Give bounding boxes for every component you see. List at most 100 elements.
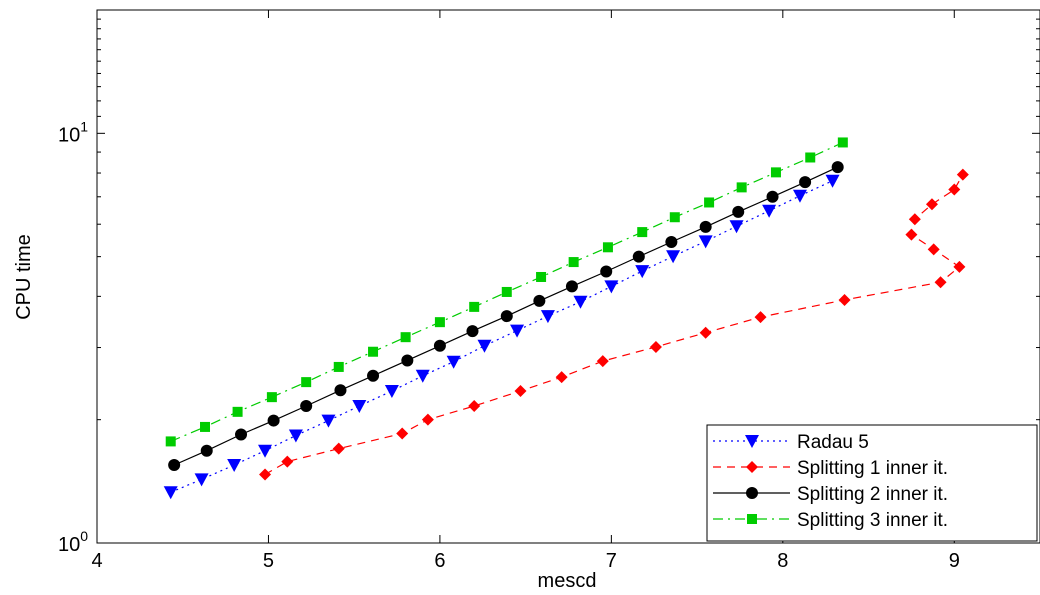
data-point: [729, 220, 744, 234]
data-point: [433, 339, 446, 352]
data-point: [536, 271, 547, 282]
y-axis-title: CPU time: [13, 234, 35, 320]
data-point: [500, 310, 513, 323]
x-tick-label: 6: [434, 550, 445, 572]
legend-entry: Splitting 3 inner it.: [713, 510, 948, 531]
data-point: [401, 354, 414, 367]
data-point: [421, 413, 434, 426]
data-point: [600, 265, 613, 278]
data-point: [596, 355, 609, 368]
data-point: [799, 176, 812, 189]
y-tick-label: 101: [58, 118, 88, 146]
legend-box: [706, 424, 1038, 542]
data-point: [384, 384, 399, 398]
data-point: [736, 182, 747, 193]
data-point: [165, 436, 176, 447]
x-axis-ticks: 4 5 6 7 8 9: [91, 10, 960, 572]
data-point: [665, 235, 678, 248]
data-point: [540, 310, 555, 324]
legend-label: Splitting 3 inner it.: [797, 510, 948, 531]
legend-marker: [747, 514, 757, 524]
data-point: [468, 399, 481, 412]
data-point: [400, 332, 411, 343]
data-point: [266, 392, 277, 403]
series-line: [170, 180, 833, 493]
data-point: [163, 486, 178, 500]
data-point: [837, 137, 848, 148]
x-tick-label: 7: [606, 550, 617, 572]
legend-label: Radau 5: [797, 432, 869, 453]
y-tick-exponent: 1: [80, 118, 88, 134]
x-tick-label: 8: [777, 550, 788, 572]
legend-entries: Radau 5 Splitting 1 inner it. Splitting 2 …: [713, 432, 948, 531]
data-point: [831, 161, 844, 174]
data-point: [934, 276, 947, 289]
data-point: [368, 346, 379, 357]
data-point: [200, 444, 213, 457]
data-point: [555, 371, 568, 384]
data-point: [288, 429, 303, 443]
data-point: [301, 377, 312, 388]
data-point: [510, 324, 525, 338]
data-point: [649, 340, 662, 353]
data-point: [632, 250, 645, 263]
data-point: [332, 442, 345, 455]
data-point: [770, 167, 781, 178]
data-point: [602, 242, 613, 253]
data-point: [200, 421, 211, 432]
data-point: [669, 212, 680, 223]
data-point: [321, 414, 336, 428]
data-point: [194, 473, 209, 487]
data-point: [396, 427, 409, 440]
data-point: [514, 384, 527, 397]
y-tick-label: 100: [58, 528, 88, 556]
data-point: [267, 414, 280, 427]
data-point: [352, 399, 367, 413]
data-point: [956, 168, 969, 181]
data-point: [533, 294, 546, 307]
x-tick-label: 9: [949, 550, 960, 572]
data-point: [825, 174, 840, 188]
data-point: [838, 293, 851, 306]
legend: Radau 5 Splitting 1 inner it. Splitting 2 …: [706, 424, 1038, 542]
x-axis-title: mescd: [538, 570, 597, 592]
data-point: [568, 257, 579, 268]
data-point: [948, 183, 961, 196]
y-tick-exponent: 0: [80, 528, 88, 544]
data-point: [466, 325, 479, 338]
data-point: [762, 204, 777, 218]
data-point: [925, 198, 938, 211]
data-point: [704, 197, 715, 208]
data-point: [333, 361, 344, 372]
data-point: [905, 228, 918, 241]
y-tick-base: 10: [58, 124, 80, 146]
data-point: [227, 459, 242, 473]
legend-entry: Splitting 1 inner it.: [713, 458, 948, 479]
data-point: [754, 311, 767, 324]
data-point: [766, 190, 779, 203]
data-point: [334, 384, 347, 397]
data-point: [732, 205, 745, 218]
data-point: [666, 250, 681, 264]
data-point: [446, 355, 461, 369]
legend-marker: [745, 435, 759, 448]
data-point: [258, 444, 273, 458]
data-point: [699, 220, 712, 233]
data-point: [281, 455, 294, 468]
data-point: [235, 428, 248, 441]
data-point: [501, 286, 512, 297]
y-tick-base: 10: [58, 534, 80, 556]
data-point: [477, 339, 492, 353]
x-tick-label: 5: [263, 550, 274, 572]
series-4: [165, 137, 848, 447]
data-point: [908, 213, 921, 226]
data-point: [792, 189, 807, 203]
data-point: [415, 369, 430, 383]
x-tick-label: 4: [91, 550, 102, 572]
data-point: [168, 459, 181, 472]
data-point: [635, 265, 650, 279]
data-point: [953, 260, 966, 273]
series-layer: [163, 137, 969, 500]
